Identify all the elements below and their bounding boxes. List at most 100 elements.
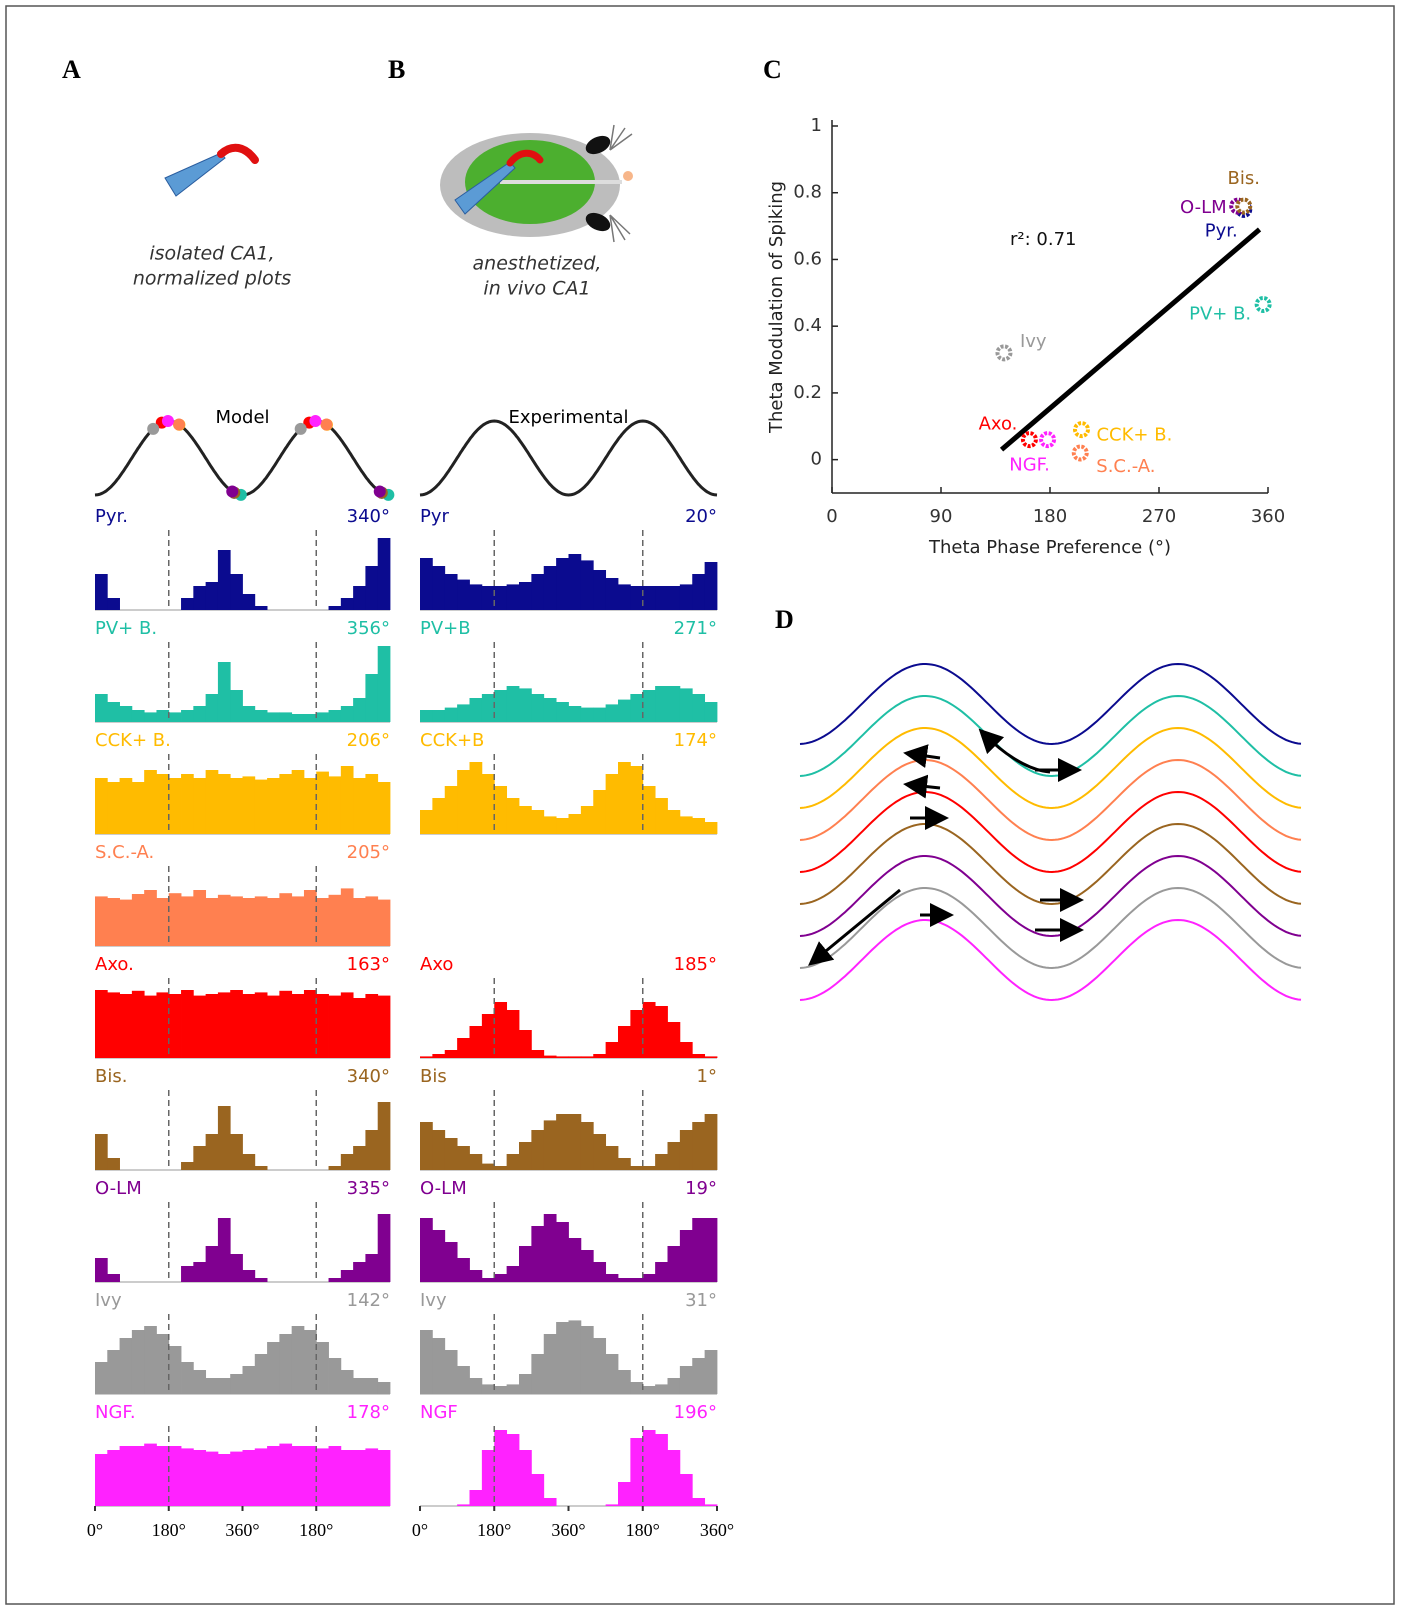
histogram-bar — [217, 992, 231, 1058]
pipette — [164, 152, 226, 197]
histogram-bar — [481, 586, 495, 610]
phase-dot — [294, 422, 307, 435]
nose — [623, 171, 633, 181]
histogram-bar — [365, 674, 379, 722]
phase-label: 205° — [347, 842, 390, 863]
histogram-bar — [267, 1342, 280, 1394]
arrow — [903, 774, 941, 799]
x-tick-label: 360° — [551, 1520, 585, 1540]
scatter-point — [1235, 197, 1253, 215]
histogram-bar — [230, 990, 243, 1058]
cell-name: Ivy — [420, 1290, 447, 1311]
x-tick-label: 360 — [1251, 506, 1285, 527]
histogram-bar — [95, 990, 108, 1058]
histogram-bar — [580, 1250, 594, 1282]
histogram-bar — [328, 776, 342, 834]
histogram-bar — [481, 1163, 495, 1170]
histogram-bar — [279, 990, 293, 1058]
phase-dot — [226, 485, 239, 498]
histogram-bar — [655, 1384, 668, 1394]
histogram-bar — [481, 1384, 495, 1394]
histogram-bar — [679, 816, 693, 834]
histogram-bar — [230, 574, 243, 610]
histogram-bar — [655, 586, 668, 610]
histogram-bar — [420, 810, 433, 834]
histogram-bar — [365, 566, 379, 610]
phase-label: 163° — [347, 954, 390, 975]
phase-label: 340° — [347, 506, 390, 527]
histogram-bar — [95, 1454, 108, 1506]
histogram-bar — [667, 1022, 681, 1058]
histogram-bar — [205, 898, 219, 946]
cell-name: Ivy — [95, 1290, 122, 1311]
scatter-point — [1071, 444, 1089, 462]
histogram-bar — [279, 1443, 293, 1506]
histogram-bar — [506, 1154, 520, 1170]
histogram-bar — [328, 1166, 342, 1170]
histogram-bar — [242, 994, 256, 1058]
histogram-bar — [457, 1258, 470, 1282]
histogram-bar — [494, 1002, 508, 1058]
histogram-bar — [618, 762, 631, 834]
histogram-bar — [181, 598, 194, 610]
histogram-bar — [242, 706, 256, 722]
histogram-bar — [168, 778, 182, 834]
histogram-bar — [156, 1446, 170, 1506]
cell-name: O-LM — [95, 1178, 142, 1199]
histogram-bar — [119, 899, 133, 946]
histogram-bar — [605, 578, 619, 610]
cell-name: Bis. — [95, 1066, 127, 1087]
histogram-bar — [377, 782, 391, 834]
ca1-slice — [217, 143, 259, 164]
histogram-bar — [291, 714, 305, 722]
histogram-bar — [481, 1014, 495, 1058]
histogram-bar — [95, 1362, 108, 1394]
histogram-bar — [230, 1134, 243, 1170]
histogram-bar — [377, 1450, 391, 1506]
phase-label: 271° — [674, 618, 717, 639]
histogram-bar — [365, 1448, 379, 1506]
y-axis-label: Theta Modulation of Spiking — [766, 181, 787, 434]
cell-name: PV+B — [420, 618, 471, 639]
histogram-bar — [704, 822, 718, 834]
histogram-bar — [328, 1358, 342, 1394]
cell-name: NGF. — [95, 1402, 136, 1423]
histogram-bar — [618, 1278, 631, 1282]
schematic-wave — [799, 758, 1302, 842]
histogram-bar — [667, 1246, 681, 1282]
arrow — [978, 728, 1051, 774]
histogram-bar — [679, 1230, 693, 1282]
histogram-bar — [667, 586, 681, 610]
histogram-bar — [679, 1042, 693, 1058]
schematic-wave — [799, 822, 1302, 906]
x-tick-label: 0 — [826, 506, 837, 527]
caption: normalized plots — [133, 268, 291, 290]
histogram-bar — [242, 1154, 256, 1170]
phase-dot — [161, 415, 174, 428]
histogram-bar — [254, 896, 268, 946]
histogram-bar — [291, 994, 305, 1058]
caption: isolated CA1, — [149, 243, 274, 265]
x-tick-label: 90 — [930, 506, 953, 527]
histogram-bar — [353, 1450, 366, 1506]
theta-wave — [94, 419, 391, 497]
histogram-bar — [242, 1270, 256, 1282]
histogram-bar — [593, 707, 607, 722]
histogram-bar — [181, 1448, 194, 1506]
histogram-bar — [193, 1450, 207, 1506]
histogram-bar — [618, 584, 631, 610]
scatter-point — [1254, 295, 1272, 313]
histogram-bar — [519, 688, 532, 722]
x-tick-label: 180° — [477, 1520, 511, 1540]
histogram-bar — [205, 694, 219, 722]
histogram-bar — [95, 1134, 108, 1170]
histogram-bar — [444, 1138, 458, 1170]
histogram-bar — [481, 694, 495, 722]
phase-dot — [373, 485, 386, 498]
histogram-bar — [692, 1122, 706, 1170]
histogram-bar — [205, 1378, 219, 1394]
histogram-bar — [328, 710, 342, 722]
histogram-bar — [353, 998, 366, 1058]
histogram-bar — [543, 698, 557, 722]
histogram-bar — [217, 1106, 231, 1170]
